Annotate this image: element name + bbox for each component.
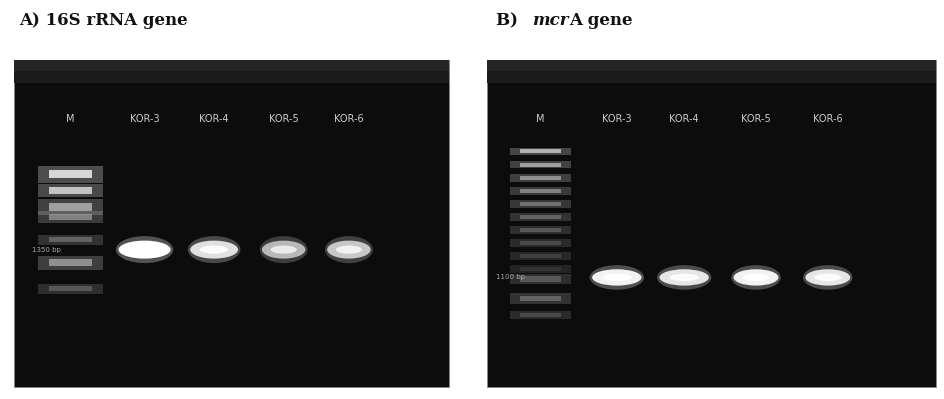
- Bar: [38, 235, 103, 245]
- Bar: [38, 284, 103, 294]
- Bar: [520, 189, 560, 193]
- Ellipse shape: [656, 265, 711, 290]
- Text: 1100 bp: 1100 bp: [495, 275, 524, 280]
- Ellipse shape: [116, 236, 173, 263]
- Bar: [520, 176, 560, 180]
- Bar: [49, 170, 93, 178]
- Ellipse shape: [270, 245, 296, 254]
- Bar: [520, 277, 560, 282]
- Bar: [510, 148, 570, 155]
- Bar: [486, 60, 935, 83]
- Bar: [38, 184, 103, 197]
- Bar: [510, 252, 570, 260]
- Bar: [510, 187, 570, 195]
- Ellipse shape: [733, 269, 778, 286]
- Bar: [510, 200, 570, 208]
- Ellipse shape: [327, 241, 370, 259]
- Text: KOR-4: KOR-4: [668, 114, 699, 124]
- Ellipse shape: [814, 274, 840, 281]
- Ellipse shape: [804, 269, 850, 286]
- Bar: [486, 60, 935, 387]
- Text: M: M: [66, 114, 75, 124]
- Ellipse shape: [190, 241, 238, 259]
- Bar: [38, 255, 103, 270]
- Ellipse shape: [802, 265, 851, 290]
- Bar: [49, 237, 93, 242]
- Ellipse shape: [668, 274, 699, 281]
- Ellipse shape: [742, 274, 768, 281]
- Text: mcr: mcr: [531, 12, 568, 29]
- Text: KOR-3: KOR-3: [129, 114, 160, 124]
- Bar: [49, 203, 93, 211]
- Bar: [49, 214, 93, 220]
- Ellipse shape: [260, 236, 308, 263]
- Text: M: M: [536, 114, 544, 124]
- Bar: [49, 286, 93, 291]
- Ellipse shape: [128, 245, 160, 254]
- Text: A) 16S rRNA gene: A) 16S rRNA gene: [19, 12, 187, 29]
- Bar: [520, 313, 560, 317]
- Bar: [520, 215, 560, 219]
- Bar: [49, 188, 93, 194]
- Bar: [510, 239, 570, 247]
- Ellipse shape: [592, 269, 641, 286]
- Ellipse shape: [601, 274, 631, 281]
- Bar: [510, 161, 570, 168]
- Bar: [520, 267, 560, 271]
- Bar: [520, 202, 560, 206]
- Ellipse shape: [325, 236, 372, 263]
- Bar: [510, 226, 570, 234]
- Text: KOR-5: KOR-5: [740, 114, 770, 124]
- Bar: [14, 60, 448, 71]
- Ellipse shape: [188, 236, 240, 263]
- Bar: [486, 60, 935, 71]
- Bar: [520, 228, 560, 232]
- Bar: [510, 311, 570, 319]
- Bar: [38, 166, 103, 182]
- Text: KOR-4: KOR-4: [199, 114, 228, 124]
- Bar: [520, 296, 560, 301]
- Text: 1350 bp: 1350 bp: [31, 247, 60, 253]
- Bar: [49, 259, 93, 266]
- Ellipse shape: [659, 269, 708, 286]
- Text: B): B): [496, 12, 523, 29]
- Ellipse shape: [199, 245, 228, 254]
- Text: KOR-5: KOR-5: [268, 114, 298, 124]
- Bar: [510, 274, 570, 284]
- Text: KOR-6: KOR-6: [334, 114, 363, 124]
- Bar: [520, 150, 560, 154]
- Ellipse shape: [335, 245, 362, 254]
- Ellipse shape: [118, 241, 171, 259]
- Bar: [510, 265, 570, 273]
- Bar: [38, 199, 103, 215]
- Bar: [520, 241, 560, 245]
- Bar: [520, 162, 560, 166]
- Ellipse shape: [731, 265, 780, 290]
- Bar: [14, 60, 448, 83]
- Bar: [510, 293, 570, 304]
- Text: KOR-6: KOR-6: [812, 114, 842, 124]
- Ellipse shape: [589, 265, 643, 290]
- Bar: [520, 254, 560, 258]
- Text: KOR-3: KOR-3: [601, 114, 631, 124]
- Bar: [38, 211, 103, 223]
- Bar: [510, 174, 570, 182]
- Text: A gene: A gene: [568, 12, 632, 29]
- Ellipse shape: [261, 241, 305, 259]
- Bar: [510, 213, 570, 221]
- Bar: [14, 60, 448, 387]
